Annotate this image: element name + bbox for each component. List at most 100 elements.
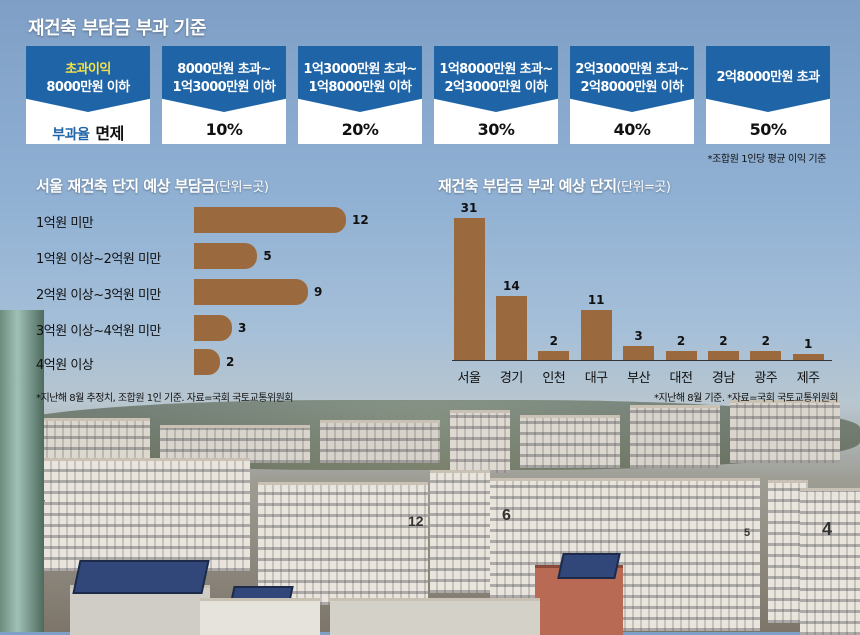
category-label: 1억원 이상~2억원 미만 <box>36 252 161 267</box>
bar <box>194 349 220 375</box>
tier-range-line2: 2억8000만원 이하 <box>580 80 685 95</box>
bar <box>194 207 346 233</box>
tier-card: 8000만원 초과~ 1억3000만원 이하 10% <box>162 46 286 144</box>
data-label: 5 <box>263 249 272 263</box>
distant-building <box>160 425 310 463</box>
bar <box>623 346 655 360</box>
data-label: 2 <box>549 333 558 348</box>
apartment-building: 4 <box>800 488 860 635</box>
apartment-building <box>430 470 490 593</box>
right-chart-title-text: 재건축 부담금 부과 예상 단지 <box>438 177 617 195</box>
category-label: 부산 <box>627 371 651 386</box>
tier-range-line1: 1억8000만원 초과~ <box>439 62 553 77</box>
solar-panel-roof <box>72 560 210 594</box>
data-label: 14 <box>503 278 520 293</box>
data-label: 11 <box>587 292 605 307</box>
data-label: 2 <box>676 333 686 348</box>
bar <box>194 279 308 305</box>
low-building <box>200 598 320 635</box>
tier-rate: 부과율 면제 <box>26 120 150 144</box>
tier-band <box>434 46 558 112</box>
tier-range-line1: 2억8000만원 초과 <box>716 70 821 85</box>
category-label: 3억원 이상~4억원 미만 <box>36 324 161 339</box>
tier-card: 2억8000만원 초과 50% <box>706 46 830 144</box>
building-number: 12 <box>408 513 424 529</box>
tier-range-line1: 1억3000만원 초과~ <box>303 62 417 77</box>
page-title: 재건축 부담금 부과 기준 <box>28 18 206 39</box>
distant-building <box>630 405 720 468</box>
category-label: 인천 <box>542 371 566 386</box>
distant-building <box>320 420 440 463</box>
tier-cards: 초과이익 8000만원 이하 부과율 면제 8000만원 초과~ 1억3000만원… <box>26 46 830 146</box>
tier-band <box>26 46 150 112</box>
glass-tower <box>0 310 44 632</box>
category-label: 4억원 이상 <box>36 358 94 373</box>
tier-range-line1: 2억3000만원 초과~ <box>575 62 689 77</box>
tier-range-line1: 8000만원 초과~ <box>177 62 271 77</box>
left-chart-unit: (단위=곳) <box>214 180 269 195</box>
distant-building <box>40 418 150 461</box>
tier-footnote: *조합원 1인당 평균 이익 기준 <box>707 154 827 165</box>
category-label: 2억원 이상~3억원 미만 <box>36 288 161 303</box>
bar <box>453 218 485 360</box>
tier-rate: 10% <box>205 120 243 139</box>
tier-range-line2: 1억3000만원 이하 <box>172 80 277 95</box>
tier-band <box>298 46 422 112</box>
data-label: 2 <box>719 333 728 348</box>
data-label: 31 <box>460 201 478 215</box>
rate-label: 부과율 <box>52 127 90 143</box>
category-label: 제주 <box>796 371 820 386</box>
tier-range-line2: 1억8000만원 이하 <box>308 80 413 95</box>
apartment-building: 12 <box>258 482 428 605</box>
bar <box>665 350 697 360</box>
category-label: 1억원 미만 <box>36 216 94 231</box>
tier-range-line2: 2억3000만원 이하 <box>444 80 549 95</box>
rate-value: 면제 <box>95 124 124 143</box>
data-label: 3 <box>238 321 247 335</box>
bar <box>194 243 258 269</box>
tier-range-line1: 초과이익 <box>65 62 111 77</box>
bar <box>580 309 612 360</box>
data-label: 12 <box>352 213 369 227</box>
data-label: 9 <box>314 285 323 299</box>
tier-card: 2억3000만원 초과~ 2억8000만원 이하 40% <box>570 46 694 144</box>
right-chart-title: 재건축 부담금 부과 예상 단지(단위=곳) <box>438 175 671 196</box>
data-label: 2 <box>761 333 770 348</box>
bar <box>538 350 570 360</box>
left-chart-note: *지난해 8월 추정치, 조합원 1인 기준. 자료=국회 국토교통위원회 <box>36 393 294 404</box>
tier-rate: 30% <box>477 120 515 139</box>
tier-band <box>706 46 830 112</box>
data-label: 1 <box>804 337 813 351</box>
building-number: 4 <box>822 519 833 539</box>
tier-band <box>570 46 694 112</box>
category-label: 경기 <box>499 371 523 386</box>
building-number: 6 <box>502 507 511 524</box>
bar <box>194 315 232 341</box>
distant-building <box>450 410 510 473</box>
left-chart-title: 서울 재건축 단지 예상 부담금(단위=곳) <box>36 175 269 196</box>
category-label: 경남 <box>711 371 735 386</box>
distant-building <box>730 400 840 463</box>
right-chart-unit: (단위=곳) <box>616 180 671 195</box>
category-label: 광주 <box>754 371 778 386</box>
tier-card: 1억3000만원 초과~ 1억8000만원 이하 20% <box>298 46 422 144</box>
right-bar-chart: 31 서울 14 경기 2 인천 11 대구 3 부산 2 대전 2 경남 2 광주 1 제주 <box>440 190 840 390</box>
data-label: 3 <box>634 329 643 344</box>
tier-card: 1억8000만원 초과~ 2억3000만원 이하 30% <box>434 46 558 144</box>
data-label: 2 <box>226 355 235 369</box>
tier-band <box>162 46 286 112</box>
building-number: 5 <box>744 527 751 539</box>
right-chart-note: *지난해 8월 기준. *자료=국회 국토교통위원회 <box>653 393 839 404</box>
tier-rate: 50% <box>749 120 787 139</box>
low-building <box>330 598 540 635</box>
bar <box>792 354 824 360</box>
x-axis-baseline <box>452 360 832 361</box>
left-chart-title-text: 서울 재건축 단지 예상 부담금 <box>36 177 215 195</box>
bar <box>707 350 739 360</box>
category-label: 대구 <box>584 371 608 386</box>
apartment-building: 17 <box>20 458 250 571</box>
bar <box>750 350 782 360</box>
tier-card: 초과이익 8000만원 이하 부과율 면제 <box>26 46 150 144</box>
category-label: 대전 <box>669 371 693 386</box>
